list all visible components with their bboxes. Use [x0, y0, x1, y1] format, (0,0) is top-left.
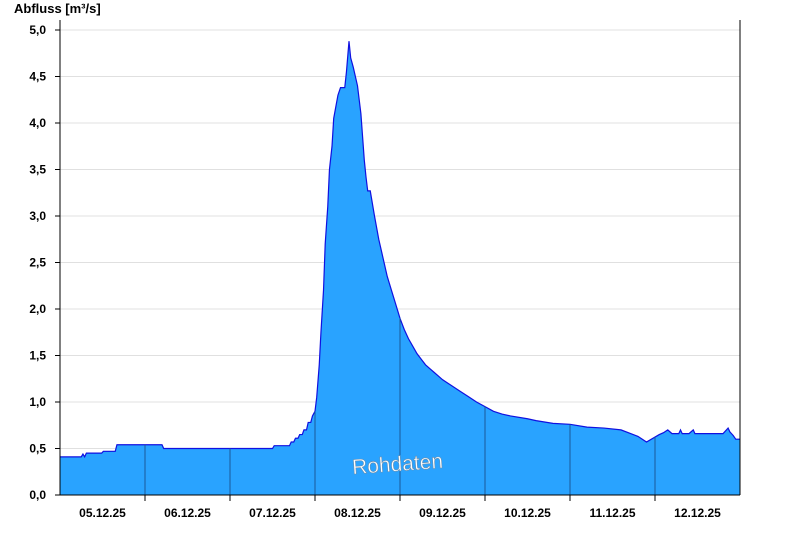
y-tick-label: 2,0: [29, 302, 46, 316]
y-axis-label: Abfluss [m³/s]: [14, 1, 101, 16]
y-tick-label: 0,5: [29, 442, 46, 456]
x-tick-label: 06.12.25: [164, 506, 211, 520]
y-tick-label: 4,0: [29, 116, 46, 130]
x-tick-label: 05.12.25: [79, 506, 126, 520]
y-tick-label: 5,0: [29, 23, 46, 37]
y-tick-label: 4,5: [29, 70, 46, 84]
x-tick-label: 12.12.25: [674, 506, 721, 520]
x-tick-label: 08.12.25: [334, 506, 381, 520]
x-tick-label: 10.12.25: [504, 506, 551, 520]
y-tick-label: 3,5: [29, 163, 46, 177]
x-tick-label: 09.12.25: [419, 506, 466, 520]
y-tick-label: 3,0: [29, 209, 46, 223]
x-tick-label: 11.12.25: [589, 506, 635, 520]
y-tick-label: 1,5: [29, 349, 46, 363]
y-tick-label: 2,5: [29, 256, 46, 270]
y-tick-label: 1,0: [29, 395, 46, 409]
x-tick-label: 07.12.25: [249, 506, 296, 520]
y-tick-label: 0,0: [29, 488, 46, 502]
discharge-line: [60, 41, 740, 459]
